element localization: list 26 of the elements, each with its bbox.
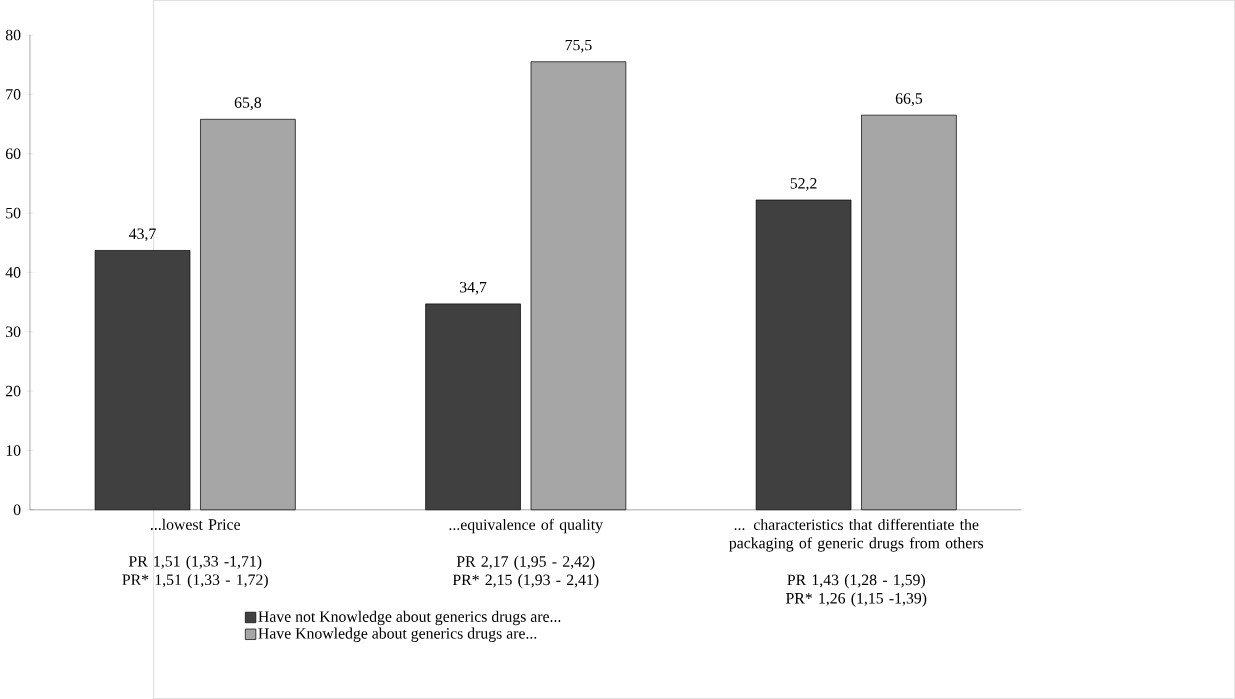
- y-tick-label: 0: [13, 504, 21, 516]
- text: PR 2,17 (1,95 - 2,42): [456, 555, 595, 570]
- x-tick-label: ... characteristics that differentiate the packaging of generic drugs from others: [729, 518, 984, 552]
- text: PR* 1,26 (1,15 -1,39): [785, 592, 927, 607]
- x-tick-label: ...equivalence of quality: [449, 518, 603, 534]
- data-label: 34,7: [460, 281, 487, 295]
- data-label: 52,2: [790, 178, 817, 191]
- text: PR 1,43 (1,28 - 1,59): [787, 574, 925, 589]
- text: PR* 2,15 (1,93 - 2,41): [452, 574, 599, 589]
- data-label: 66,5: [895, 93, 923, 107]
- y-tick-label: 40: [5, 267, 21, 278]
- y-tick-label: 10: [6, 445, 21, 456]
- data-label: 75,5: [565, 39, 592, 53]
- y-tick-label: 80: [5, 29, 21, 41]
- y-tick-label: 20: [5, 385, 21, 397]
- text: PR* 1,51 (1,33 - 1,72): [122, 573, 268, 589]
- text: PR 1,51 (1,33 -1,71): [128, 555, 262, 570]
- legend-label: Have Knowledge about generics drugs are...: [258, 627, 537, 642]
- legend-label: Have not Knowledge about generics drugs are...: [258, 610, 561, 626]
- data-label: 43,7: [129, 228, 156, 242]
- y-tick-label: 30: [6, 326, 21, 338]
- data-label: 65,8: [234, 97, 262, 111]
- y-tick-label: 60: [5, 148, 21, 160]
- y-tick-label: 50: [6, 207, 21, 219]
- x-tick-label: ...lowest Price: [150, 518, 241, 530]
- y-tick-label: 70: [6, 89, 21, 100]
